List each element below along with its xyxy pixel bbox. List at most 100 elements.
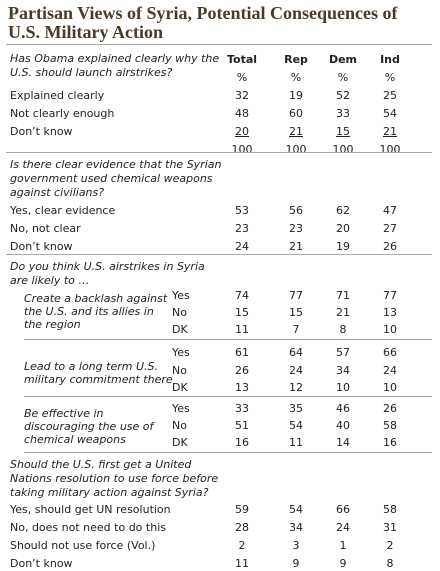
cell-value: 11 (235, 323, 249, 336)
cell-value: 15 (235, 306, 249, 319)
cell-value: 24 (336, 521, 350, 534)
cell-value: 66 (383, 346, 397, 359)
cell-value: 7 (292, 323, 300, 336)
divider (24, 396, 432, 397)
item-label: Lead to a long term U.S. military commit… (24, 360, 173, 386)
cell-value: 20 (235, 125, 249, 138)
cell-value: 2 (386, 539, 394, 552)
row-label: Explained clearly (10, 89, 105, 102)
cell-value: 12 (289, 381, 303, 394)
column-header: Ind (380, 53, 400, 66)
cell-value: 23 (235, 222, 249, 235)
item-label: Be effective in discouraging the use of … (24, 407, 154, 446)
item-label: Create a backlash against the U.S. and i… (24, 292, 168, 331)
cell-value: 8 (339, 323, 347, 336)
response-label: No (172, 364, 187, 377)
cell-value: 33 (336, 107, 350, 120)
row-label: Yes, should get UN resolution (10, 503, 171, 516)
cell-value: 26 (235, 364, 249, 377)
cell-value: 32 (235, 89, 249, 102)
cell-value: 61 (235, 346, 249, 359)
total-value: 100 (231, 143, 253, 156)
cell-value: 10 (336, 381, 350, 394)
total-value: 100 (332, 143, 354, 156)
question: Do you think U.S. airstrikes in Syria ar… (10, 260, 205, 287)
cell-value: 31 (383, 521, 397, 534)
cell-value: 57 (336, 346, 350, 359)
row-label: No, not clear (10, 222, 81, 235)
response-label: No (172, 419, 187, 432)
divider (6, 44, 432, 45)
response-label: DK (172, 436, 188, 449)
cell-value: 54 (289, 503, 303, 516)
cell-value: 3 (292, 539, 300, 552)
cell-value: 21 (336, 306, 350, 319)
cell-value: 21 (289, 240, 303, 253)
response-label: DK (172, 323, 188, 336)
response-label: Yes (172, 346, 190, 359)
cell-value: 19 (289, 89, 303, 102)
response-label: Yes (172, 289, 190, 302)
cell-value: 34 (336, 364, 350, 377)
cell-value: 10 (383, 381, 397, 394)
cell-value: 60 (289, 107, 303, 120)
cell-value: 71 (336, 289, 350, 302)
cell-value: 77 (383, 289, 397, 302)
cell-value: 35 (289, 402, 303, 415)
column-header: Dem (328, 53, 358, 66)
title: Partisan Views of Syria, Potential Conse… (8, 3, 398, 42)
cell-value: 10 (383, 323, 397, 336)
column-unit: % (236, 71, 248, 84)
cell-value: 27 (383, 222, 397, 235)
cell-value: 16 (383, 436, 397, 449)
divider (24, 339, 432, 340)
cell-value: 46 (336, 402, 350, 415)
column-unit: % (384, 71, 396, 84)
cell-value: 23 (289, 222, 303, 235)
cell-value: 28 (235, 521, 249, 534)
question: Should the U.S. first get a United Natio… (10, 458, 219, 499)
cell-value: 16 (235, 436, 249, 449)
cell-value: 54 (289, 419, 303, 432)
cell-value: 24 (235, 240, 249, 253)
cell-value: 74 (235, 289, 249, 302)
cell-value: 24 (383, 364, 397, 377)
divider (6, 152, 432, 153)
cell-value: 77 (289, 289, 303, 302)
row-label: No, does not need to do this (10, 521, 166, 534)
cell-value: 47 (383, 204, 397, 217)
divider (6, 254, 432, 255)
cell-value: 15 (289, 306, 303, 319)
cell-value: 13 (235, 381, 249, 394)
cell-value: 21 (289, 125, 303, 138)
cell-value: 51 (235, 419, 249, 432)
cell-value: 34 (289, 521, 303, 534)
cell-value: 20 (336, 222, 350, 235)
column-unit: % (337, 71, 349, 84)
cell-value: 66 (336, 503, 350, 516)
response-label: DK (172, 381, 188, 394)
cell-value: 2 (238, 539, 246, 552)
cell-value: 25 (383, 89, 397, 102)
column-header: Total (226, 53, 258, 66)
cell-value: 53 (235, 204, 249, 217)
divider (24, 452, 432, 453)
cell-value: 64 (289, 346, 303, 359)
cell-value: 24 (289, 364, 303, 377)
total-value: 100 (379, 143, 401, 156)
cell-value: 48 (235, 107, 249, 120)
cell-value: 59 (235, 503, 249, 516)
cell-value: 52 (336, 89, 350, 102)
cell-value: 56 (289, 204, 303, 217)
response-label: Yes (172, 402, 190, 415)
row-label: Don’t know (10, 240, 73, 253)
response-label: No (172, 306, 187, 319)
row-label: Should not use force (Vol.) (10, 539, 156, 552)
cell-value: 26 (383, 240, 397, 253)
question: Is there clear evidence that the Syrian … (10, 158, 222, 199)
question: Has Obama explained clearly why the U.S.… (10, 52, 220, 79)
row-label: Not clearly enough (10, 107, 115, 120)
cell-value: 13 (383, 306, 397, 319)
total-value: 100 (285, 143, 307, 156)
